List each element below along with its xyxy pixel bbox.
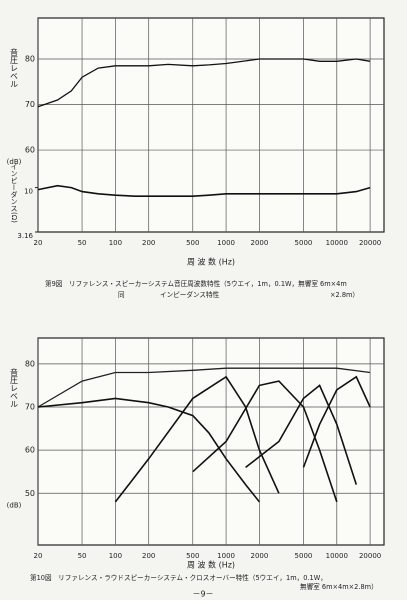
- y-tick-label: 60: [25, 146, 35, 155]
- caption: 第9図 リファレンス・スピーカーシステム音圧周波数特性（5ウエイ，1m，0.1W…: [45, 279, 347, 288]
- x-tick-label: 20000: [359, 552, 381, 560]
- y-tick-label: 70: [25, 403, 35, 412]
- y-tick-label: 70: [25, 100, 35, 109]
- x-tick-label: 1000: [217, 239, 235, 247]
- y-axis-label: 音圧レベル: [10, 367, 19, 408]
- x-tick-label: 20: [34, 239, 43, 247]
- x-axis-label: 周 波 数 (Hz): [187, 560, 235, 570]
- series-line: [37, 367, 371, 408]
- x-tick-label: 1000: [217, 552, 235, 560]
- x-tick-label: 10000: [326, 239, 348, 247]
- x-tick-label: 5000: [295, 552, 313, 560]
- x-tick-label: 10000: [326, 552, 348, 560]
- y2-axis-label: インピーダンス(Ω): [10, 163, 18, 223]
- y2-tick-label: 3.16: [17, 232, 33, 240]
- x-tick-label: 100: [109, 552, 122, 560]
- x-tick-label: 100: [109, 239, 122, 247]
- x-tick-label: 5000: [295, 239, 313, 247]
- y-tick-label: 50: [25, 489, 35, 498]
- series-line: [245, 384, 358, 485]
- page-number: －9－: [192, 590, 213, 599]
- series-line: [302, 375, 371, 468]
- series-line: [192, 380, 338, 503]
- caption: ×2.8m）: [330, 291, 359, 299]
- x-tick-label: 200: [142, 552, 155, 560]
- x-tick-label: 500: [186, 552, 199, 560]
- x-tick-label: 50: [78, 239, 87, 247]
- x-tick-label: 500: [186, 239, 199, 247]
- y-axis-unit: (dB): [7, 158, 22, 166]
- caption: 第10図 リファレンス・ラウドスピーカーシステム・クロスオーバー特性（5ウエイ，…: [30, 573, 327, 582]
- series-line: [37, 58, 371, 108]
- x-tick-label: 2000: [250, 239, 268, 247]
- y-axis-label: 音圧レベル: [10, 47, 19, 88]
- caption: 同: [118, 291, 125, 299]
- x-tick-label: 2000: [250, 552, 268, 560]
- caption: 無響室 6m×4m×2.8m）: [300, 582, 378, 591]
- plot-frame: [37, 17, 385, 233]
- y2-tick-label: 10: [24, 188, 33, 196]
- x-tick-label: 200: [142, 239, 155, 247]
- series-line: [37, 397, 261, 503]
- plot-frame: [37, 337, 385, 546]
- series-line: [37, 184, 371, 197]
- y-tick-label: 60: [25, 446, 35, 455]
- y-axis-unit: (dB): [7, 501, 22, 509]
- y-tick-label: 80: [25, 54, 35, 63]
- x-tick-label: 20000: [359, 239, 381, 247]
- x-axis-label: 周 波 数 (Hz): [187, 257, 235, 267]
- caption: インピーダンス特性: [160, 290, 220, 299]
- x-tick-label: 20: [34, 552, 43, 560]
- y-tick-label: 80: [25, 359, 35, 368]
- x-tick-label: 50: [78, 552, 87, 560]
- series-line: [114, 375, 280, 503]
